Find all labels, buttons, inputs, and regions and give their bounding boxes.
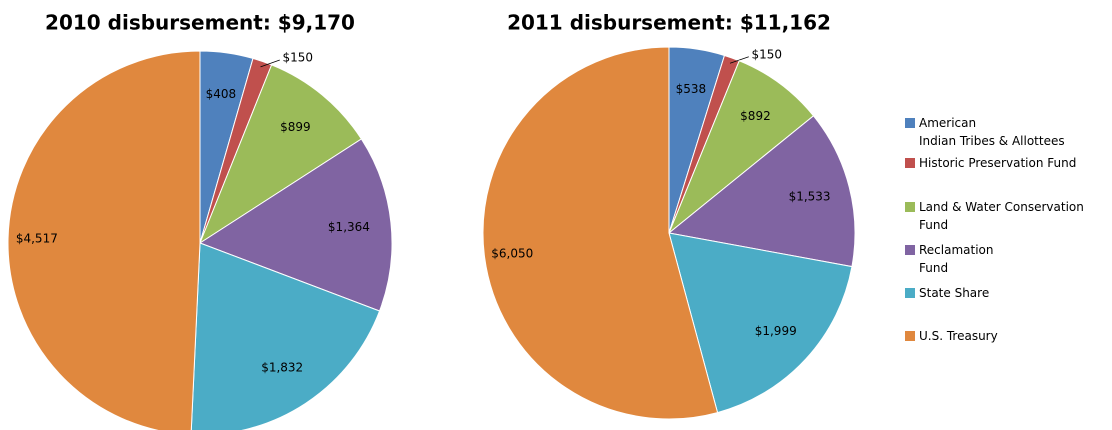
legend: American Indian Tribes & Allottees Histor… [905,0,1112,430]
data-label: $899 [280,120,311,134]
legend-label: Reclamation Fund [919,243,994,275]
pie-slice [668,232,853,414]
data-label: $6,050 [491,246,533,260]
legend-swatch [905,245,915,255]
legend-label: Historic Preservation Fund [919,156,1077,170]
legend-swatch [905,202,915,212]
data-label: $892 [740,109,771,123]
pie-slice [190,242,381,430]
chart-title: 2010 disbursement: $9,170 [45,11,355,35]
pie-slice [198,138,393,312]
legend-swatch [905,331,915,341]
pie-slice [7,50,201,430]
legend-label: Land & Water Conservation Fund [919,200,1084,232]
leader-line [260,59,280,68]
data-label: $408 [206,87,237,101]
legend-item: Land & Water Conservation Fund [905,198,1084,234]
chart-title: 2011 disbursement: $11,162 [507,11,831,35]
legend-item: State Share [905,284,989,302]
legend-item: American Indian Tribes & Allottees [905,114,1065,150]
pie-slice [482,46,719,420]
pie-slice [198,64,363,245]
leader-line [729,56,749,64]
legend-label: State Share [919,286,990,300]
data-label: $1,832 [261,361,303,375]
data-label: $538 [676,82,707,96]
pie-slice [667,115,856,268]
legend-label: U.S. Treasury [919,329,998,343]
data-label: $4,517 [16,232,58,246]
pie-slice [668,60,815,234]
legend-item: Reclamation Fund [905,241,994,277]
legend-swatch [905,288,915,298]
legend-swatch [905,158,915,168]
legend-item: Historic Preservation Fund [905,154,1076,172]
data-label: $1,364 [328,220,370,234]
data-label: $1,533 [789,190,831,204]
data-label: $1,999 [755,324,797,338]
legend-item: U.S. Treasury [905,327,998,345]
legend-label: American Indian Tribes & Allottees [919,116,1065,148]
data-label: $150 [751,47,782,61]
data-label: $150 [282,50,313,64]
legend-swatch [905,118,915,128]
